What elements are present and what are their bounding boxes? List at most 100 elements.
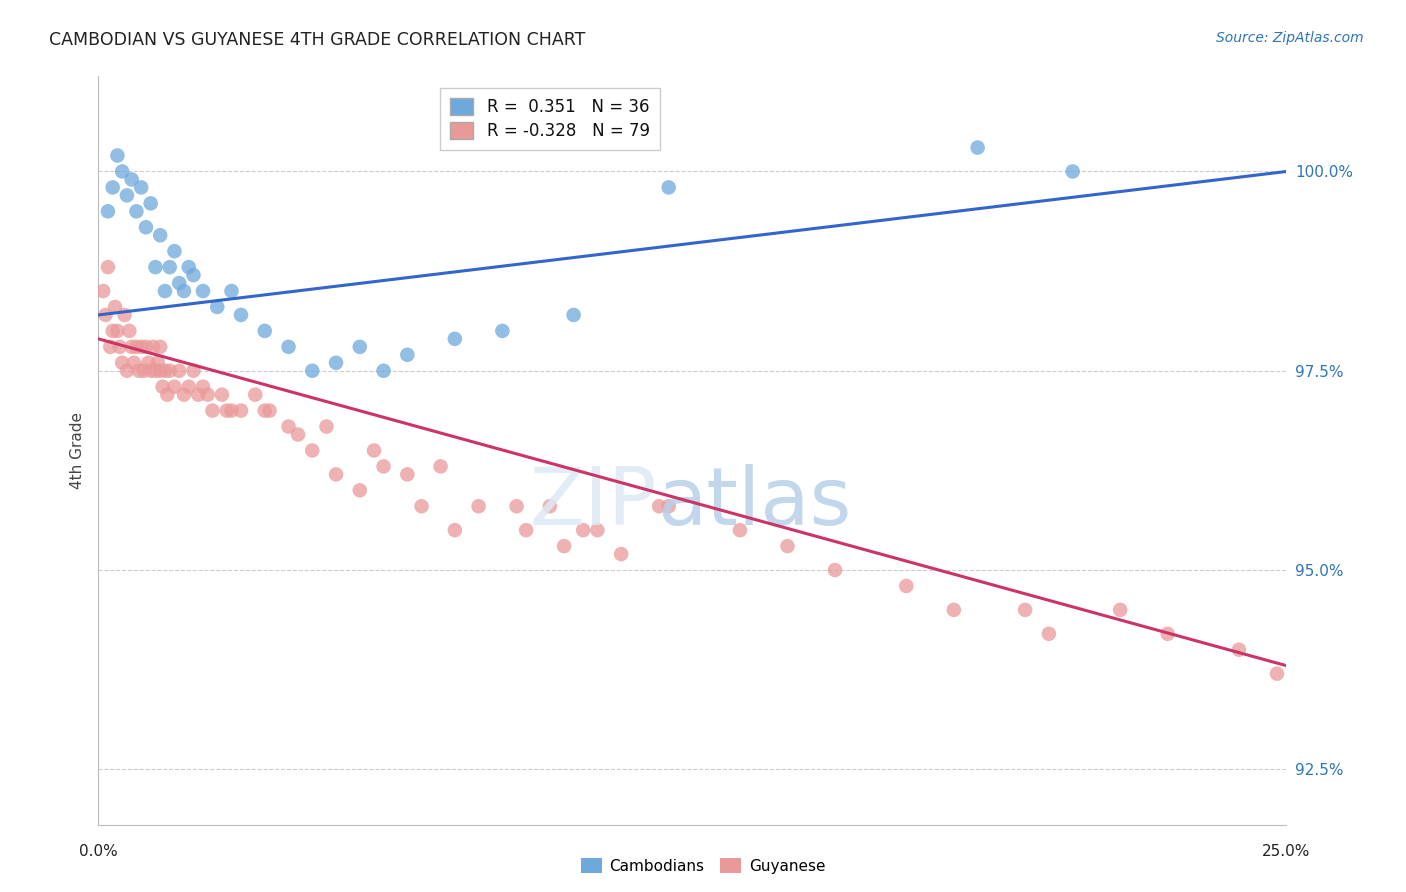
- Point: [201, 403, 224, 417]
- Point: [610, 547, 633, 561]
- Point: [149, 228, 172, 243]
- Point: [142, 340, 165, 354]
- Point: [167, 276, 190, 290]
- Point: [125, 340, 148, 354]
- Point: [467, 500, 489, 514]
- Point: [163, 244, 186, 259]
- Point: [648, 500, 671, 514]
- Point: [108, 340, 131, 354]
- Point: [253, 403, 276, 417]
- Point: [325, 467, 347, 482]
- Point: [349, 340, 371, 354]
- Point: [145, 364, 167, 378]
- Point: [111, 356, 134, 370]
- Point: [396, 467, 419, 482]
- Point: [121, 172, 143, 186]
- Point: [167, 364, 190, 378]
- Text: CAMBODIAN VS GUYANESE 4TH GRADE CORRELATION CHART: CAMBODIAN VS GUYANESE 4TH GRADE CORRELAT…: [49, 31, 585, 49]
- Text: 25.0%: 25.0%: [1263, 844, 1310, 859]
- Point: [183, 268, 205, 282]
- Point: [132, 364, 155, 378]
- Point: [444, 523, 467, 537]
- Point: [221, 284, 243, 298]
- Point: [135, 220, 157, 235]
- Point: [118, 324, 141, 338]
- Point: [966, 140, 988, 154]
- Point: [101, 324, 124, 338]
- Point: [373, 364, 395, 378]
- Point: [187, 387, 209, 401]
- Point: [107, 148, 129, 162]
- Point: [586, 523, 609, 537]
- Point: [896, 579, 918, 593]
- Point: [121, 340, 143, 354]
- Point: [97, 204, 120, 219]
- Point: [562, 308, 585, 322]
- Point: [221, 403, 243, 417]
- Point: [301, 443, 323, 458]
- Y-axis label: 4th Grade: 4th Grade: [70, 412, 86, 489]
- Point: [197, 387, 219, 401]
- Point: [104, 300, 127, 314]
- Point: [301, 364, 323, 378]
- Point: [159, 364, 181, 378]
- Point: [101, 180, 124, 194]
- Point: [363, 443, 385, 458]
- Legend: R =  0.351   N = 36, R = -0.328   N = 79: R = 0.351 N = 36, R = -0.328 N = 79: [440, 88, 659, 150]
- Point: [824, 563, 846, 577]
- Point: [125, 204, 148, 219]
- Point: [259, 403, 281, 417]
- Point: [349, 483, 371, 498]
- Point: [139, 196, 162, 211]
- Point: [191, 380, 214, 394]
- Point: [1227, 642, 1250, 657]
- Point: [177, 380, 200, 394]
- Point: [156, 387, 179, 401]
- Point: [115, 188, 138, 202]
- Point: [215, 403, 238, 417]
- Point: [491, 324, 513, 338]
- Point: [942, 603, 965, 617]
- Point: [163, 380, 186, 394]
- Point: [553, 539, 575, 553]
- Point: [153, 364, 176, 378]
- Point: [776, 539, 799, 553]
- Point: [211, 387, 233, 401]
- Point: [129, 340, 152, 354]
- Point: [287, 427, 309, 442]
- Point: [97, 260, 120, 274]
- Point: [229, 403, 252, 417]
- Point: [325, 356, 347, 370]
- Text: atlas: atlas: [657, 464, 851, 542]
- Point: [315, 419, 337, 434]
- Point: [538, 500, 561, 514]
- Point: [135, 340, 157, 354]
- Point: [153, 284, 176, 298]
- Point: [1265, 666, 1288, 681]
- Point: [253, 324, 276, 338]
- Point: [115, 364, 138, 378]
- Point: [145, 260, 167, 274]
- Text: ZIP: ZIP: [530, 464, 657, 542]
- Point: [444, 332, 467, 346]
- Point: [128, 364, 150, 378]
- Text: Source: ZipAtlas.com: Source: ZipAtlas.com: [1216, 31, 1364, 45]
- Point: [149, 340, 172, 354]
- Point: [277, 340, 299, 354]
- Point: [277, 419, 299, 434]
- Point: [1156, 627, 1178, 641]
- Point: [191, 284, 214, 298]
- Point: [658, 180, 681, 194]
- Text: 0.0%: 0.0%: [79, 844, 118, 859]
- Point: [173, 387, 195, 401]
- Point: [229, 308, 252, 322]
- Point: [122, 356, 145, 370]
- Point: [658, 500, 681, 514]
- Point: [429, 459, 451, 474]
- Point: [373, 459, 395, 474]
- Point: [245, 387, 267, 401]
- Point: [152, 380, 174, 394]
- Point: [94, 308, 117, 322]
- Point: [173, 284, 195, 298]
- Point: [728, 523, 751, 537]
